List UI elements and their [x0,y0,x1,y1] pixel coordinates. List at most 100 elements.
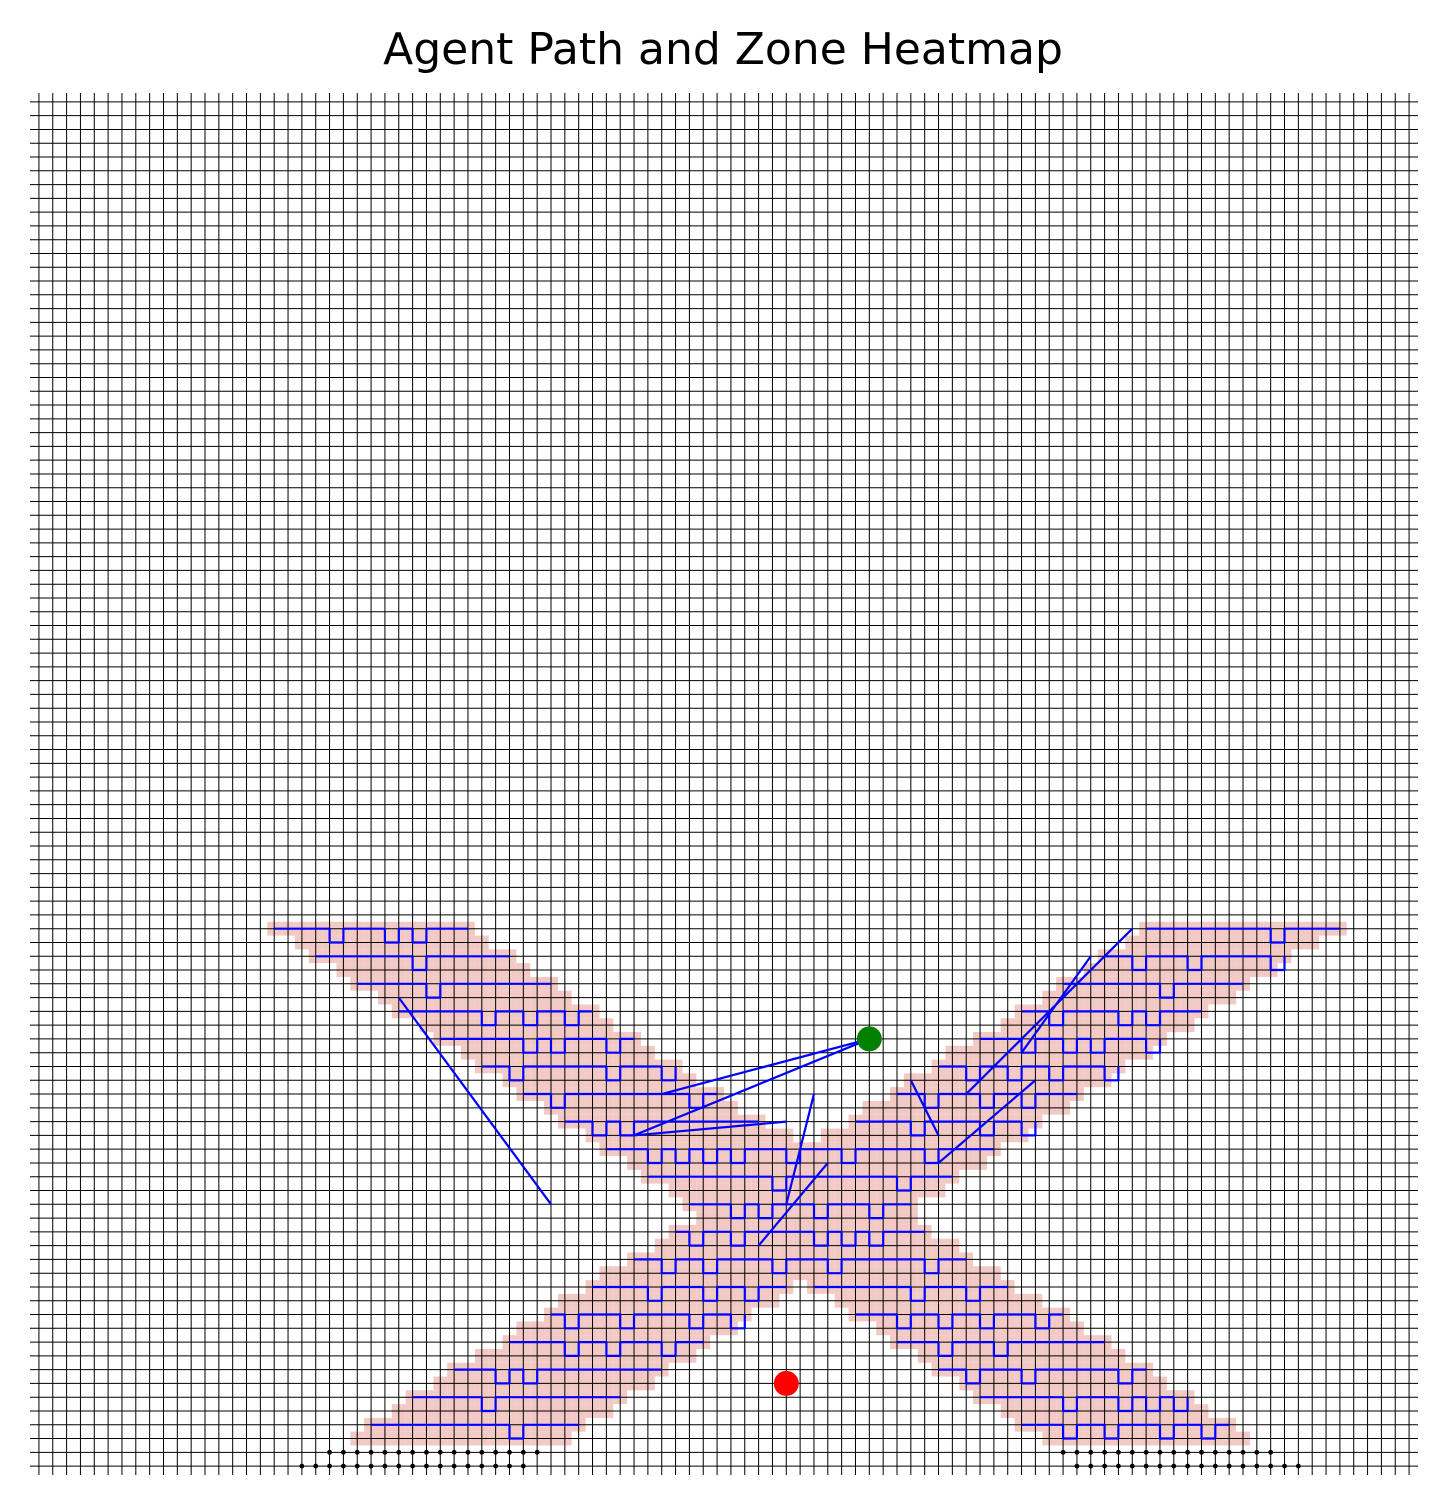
zone-marker-dot [507,1463,512,1469]
grid-lines [30,93,1418,1475]
agent-path-segment [1021,1423,1230,1440]
agent-path-segment [814,1285,1008,1302]
zone-marker-dot [1088,1449,1094,1455]
zone-marker-dot [1143,1449,1149,1455]
zone-marker-dot [410,1463,415,1469]
zone-marker-dot [437,1463,443,1469]
agent-path-jump [633,1120,787,1137]
zone-marker-dot [410,1449,415,1455]
agent-path-segment [606,1148,994,1165]
zone-marker-dot [1212,1463,1218,1469]
zone-marker-dot [1254,1449,1260,1455]
zone-marker-dot [1282,1463,1287,1469]
agent-path-segment [371,1423,579,1440]
agent-path-segment [274,927,468,944]
zone-marker-dot [341,1463,346,1469]
zone-marker-dot [1212,1449,1218,1455]
agent-path-jump [757,1162,829,1247]
zone-marker-dot [424,1463,429,1469]
end-marker [773,1370,799,1396]
zone-marker-dot [396,1463,402,1469]
agent-path-segment [564,1120,759,1137]
agent-path-jump [785,1093,816,1205]
zone-marker-dot [1199,1463,1204,1469]
agent-path-segment [938,1368,1147,1385]
zone-marker-dot [313,1463,319,1469]
agent-path-segment [897,1340,1105,1358]
agent-path-segment [1063,982,1243,999]
agent-path-segment [980,1396,1189,1413]
zone-marker-dot [1171,1449,1177,1455]
agent-path-segment [1146,927,1340,944]
zone-marker-dot [465,1449,471,1455]
agent-path-segment [551,1313,746,1330]
zone-marker-dot [1102,1449,1107,1455]
zone-marker-dot [368,1449,374,1455]
agent-path-segment [481,1065,677,1082]
agent-path-segment [592,1285,787,1302]
agent-path-segment [647,1175,953,1192]
zone-marker-dot [1268,1463,1274,1469]
zone-markers-layer [299,1449,1301,1469]
zone-marker-dot [1074,1449,1080,1455]
agent-path-layer [274,927,1340,1440]
chart-title: Agent Path and Zone Heatmap [383,24,1063,75]
zone-marker-dot [479,1449,485,1455]
zone-marker-dot [1240,1449,1246,1455]
zone-marker-dot [1185,1463,1191,1469]
zone-marker-dot [1240,1463,1246,1469]
zone-marker-dot [396,1449,402,1455]
zone-marker-dot [479,1463,485,1469]
endpoint-markers-layer [773,1026,882,1396]
zone-marker-dot [341,1449,346,1455]
zone-marker-dot [1199,1449,1204,1455]
zone-marker-dot [424,1449,429,1455]
zone-marker-dot [493,1463,499,1469]
agent-path-segment [357,982,551,999]
zone-marker-dot [1268,1449,1274,1455]
zone-marker-dot [354,1463,360,1469]
zone-marker-dot [1185,1449,1191,1455]
zone-marker-dot [507,1449,512,1455]
agent-path-segment [897,1092,1077,1109]
zone-marker-dot [437,1449,443,1455]
agent-path-segment [315,955,510,972]
agent-path-segment [398,1010,593,1027]
zone-marker-dot [1254,1463,1260,1469]
zone-marker-dot [451,1449,457,1455]
zone-marker-dot [382,1449,388,1455]
agent-path-segment [855,1120,1037,1137]
zone-marker-dot [1116,1463,1121,1469]
zone-marker-dot [1074,1463,1080,1469]
zone-marker-dot [327,1463,332,1469]
zone-marker-dot [382,1463,388,1469]
zone-marker-dot [534,1449,540,1455]
zone-marker-dot [1157,1449,1163,1455]
agent-path-segment [634,1258,967,1275]
zone-marker-dot [1226,1449,1232,1455]
zone-marker-dot [520,1463,526,1469]
zone-marker-dot [1060,1449,1066,1455]
agent-path-segment [689,1203,911,1220]
zone-marker-dot [1102,1463,1107,1469]
zone-marker-dot [1129,1449,1135,1455]
agent-path-jump [661,1037,870,1096]
zone-marker-dot [1171,1463,1177,1469]
visited-cells-layer [267,921,1347,1446]
zone-marker-dot [1226,1463,1232,1469]
agent-path-segment [509,1340,704,1358]
agent-path-jump [965,927,1134,1095]
agent-path-segment [675,1230,925,1247]
agent-path-segment [1104,955,1286,972]
zone-marker-dot [493,1449,499,1455]
start-marker [856,1026,882,1052]
agent-path-segment [938,1065,1120,1082]
agent-path-segment [412,1396,621,1413]
zone-marker-dot [1116,1449,1121,1455]
zone-marker-dot [1143,1463,1149,1469]
zone-marker-dot [1129,1463,1135,1469]
zone-marker-dot [299,1463,305,1469]
zone-marker-dot [354,1449,360,1455]
agent-path-segment [1021,1010,1202,1027]
